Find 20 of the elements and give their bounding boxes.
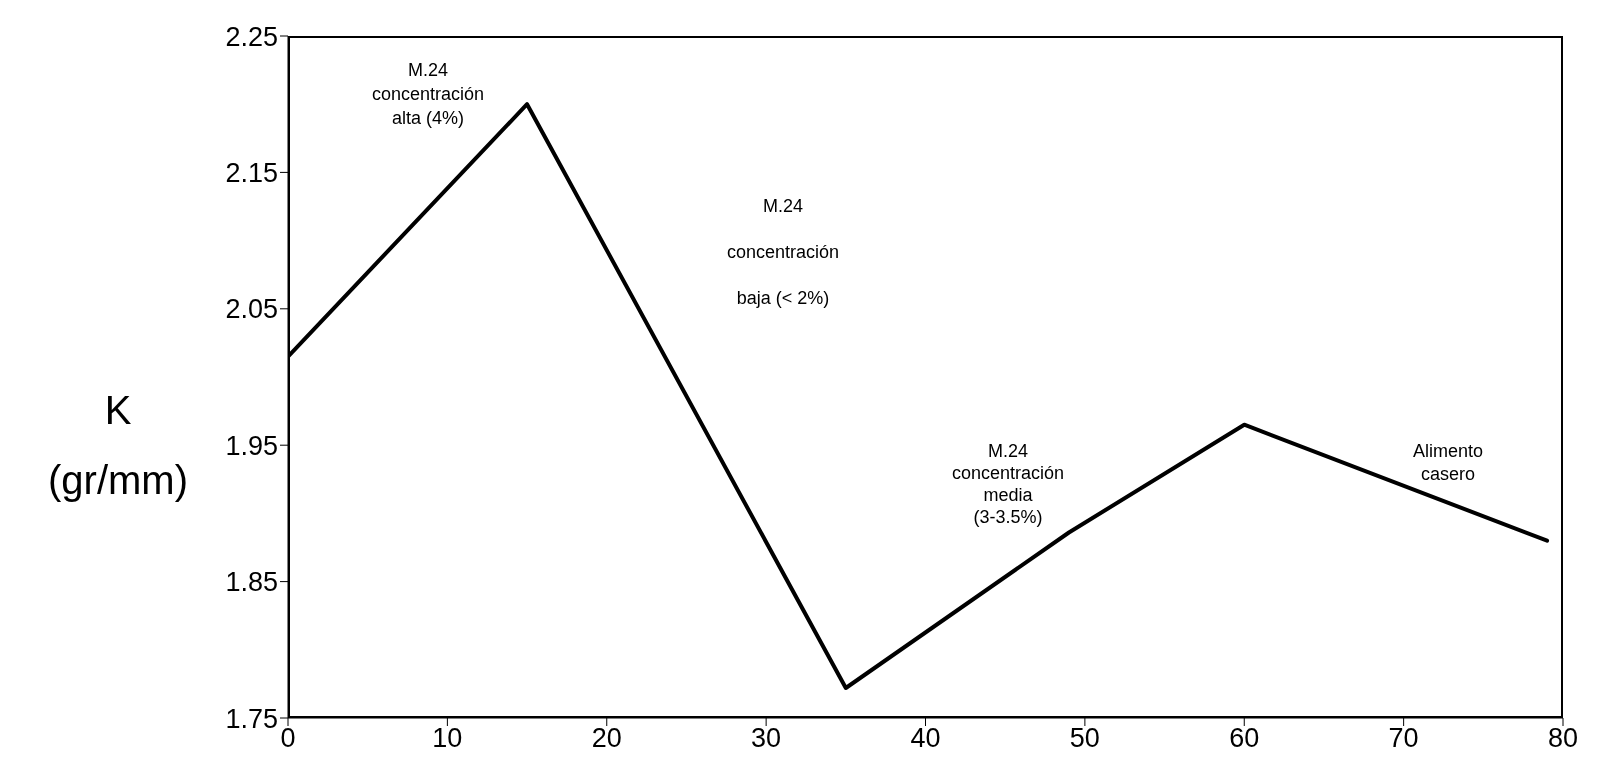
y-tick-label: 1.75 xyxy=(225,703,278,734)
x-tick-label: 20 xyxy=(591,723,622,754)
y-axis-title: K (gr/mm) xyxy=(48,388,188,503)
y-tick-label: 1.85 xyxy=(225,567,278,598)
annotation: Alimento casero xyxy=(1412,440,1484,486)
text: M.24 concentración baja (< 2%) xyxy=(726,196,840,308)
x-tick-label: 60 xyxy=(1229,723,1260,754)
y-tick-label: 2.05 xyxy=(225,294,278,325)
x-tick-label: 70 xyxy=(1388,723,1419,754)
x-tick-label: 80 xyxy=(1547,723,1579,754)
annotation: M.24 concentración alta (4%) xyxy=(370,59,486,130)
y-tick-label: 2.25 xyxy=(225,21,278,52)
x-tick-label: 0 xyxy=(280,723,296,754)
x-tick-label: 10 xyxy=(432,723,463,754)
x-tick-label: 40 xyxy=(910,723,941,754)
x-tick-label: 30 xyxy=(751,723,782,754)
x-tick-label: 50 xyxy=(1069,723,1100,754)
annotation: M.24 concentración media (3-3.5%) xyxy=(950,440,1066,528)
y-tick-label: 2.15 xyxy=(225,157,278,188)
y-tick-label: 1.95 xyxy=(225,430,278,461)
